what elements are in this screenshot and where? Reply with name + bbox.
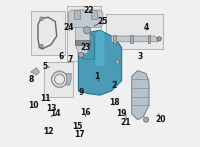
Bar (91, 10, 97, 19)
Text: 15: 15 (72, 122, 82, 131)
Text: 25: 25 (98, 17, 108, 26)
Text: 11: 11 (40, 93, 50, 102)
Text: 22: 22 (83, 6, 94, 15)
Text: 6: 6 (58, 52, 64, 61)
FancyBboxPatch shape (31, 11, 65, 55)
Polygon shape (31, 68, 39, 75)
Text: 2: 2 (112, 81, 117, 90)
Bar (74, 10, 80, 19)
Polygon shape (68, 10, 103, 27)
Bar (148, 35, 150, 43)
Polygon shape (75, 40, 90, 45)
Text: 16: 16 (80, 108, 91, 117)
Polygon shape (132, 71, 149, 120)
FancyBboxPatch shape (106, 14, 163, 49)
Circle shape (83, 27, 91, 34)
Text: 4: 4 (144, 23, 149, 32)
Text: 17: 17 (74, 130, 85, 139)
Bar (113, 35, 116, 43)
Circle shape (40, 17, 43, 20)
Text: 1: 1 (94, 72, 100, 81)
Text: 20: 20 (155, 115, 166, 124)
Circle shape (79, 52, 84, 57)
Circle shape (144, 117, 149, 122)
Circle shape (157, 37, 161, 41)
Polygon shape (83, 33, 94, 59)
Text: 3: 3 (138, 52, 143, 61)
Text: 9: 9 (79, 88, 84, 97)
Text: 19: 19 (116, 109, 127, 118)
FancyBboxPatch shape (44, 62, 73, 97)
Text: 13: 13 (46, 104, 56, 113)
Polygon shape (112, 36, 158, 42)
Text: 5: 5 (43, 62, 48, 71)
Text: 21: 21 (121, 118, 131, 127)
Text: 23: 23 (80, 43, 91, 52)
Polygon shape (67, 74, 71, 85)
Text: 14: 14 (50, 109, 61, 118)
Text: 12: 12 (43, 127, 53, 136)
Polygon shape (78, 30, 122, 95)
Text: 7: 7 (67, 55, 72, 64)
Text: 18: 18 (109, 98, 120, 107)
Bar (130, 35, 133, 43)
Text: 8: 8 (28, 75, 33, 84)
Text: 24: 24 (63, 23, 74, 32)
Polygon shape (75, 10, 90, 53)
Circle shape (40, 44, 43, 48)
Text: 10: 10 (28, 101, 39, 110)
Polygon shape (96, 30, 104, 66)
Circle shape (115, 60, 119, 64)
FancyBboxPatch shape (67, 6, 101, 61)
